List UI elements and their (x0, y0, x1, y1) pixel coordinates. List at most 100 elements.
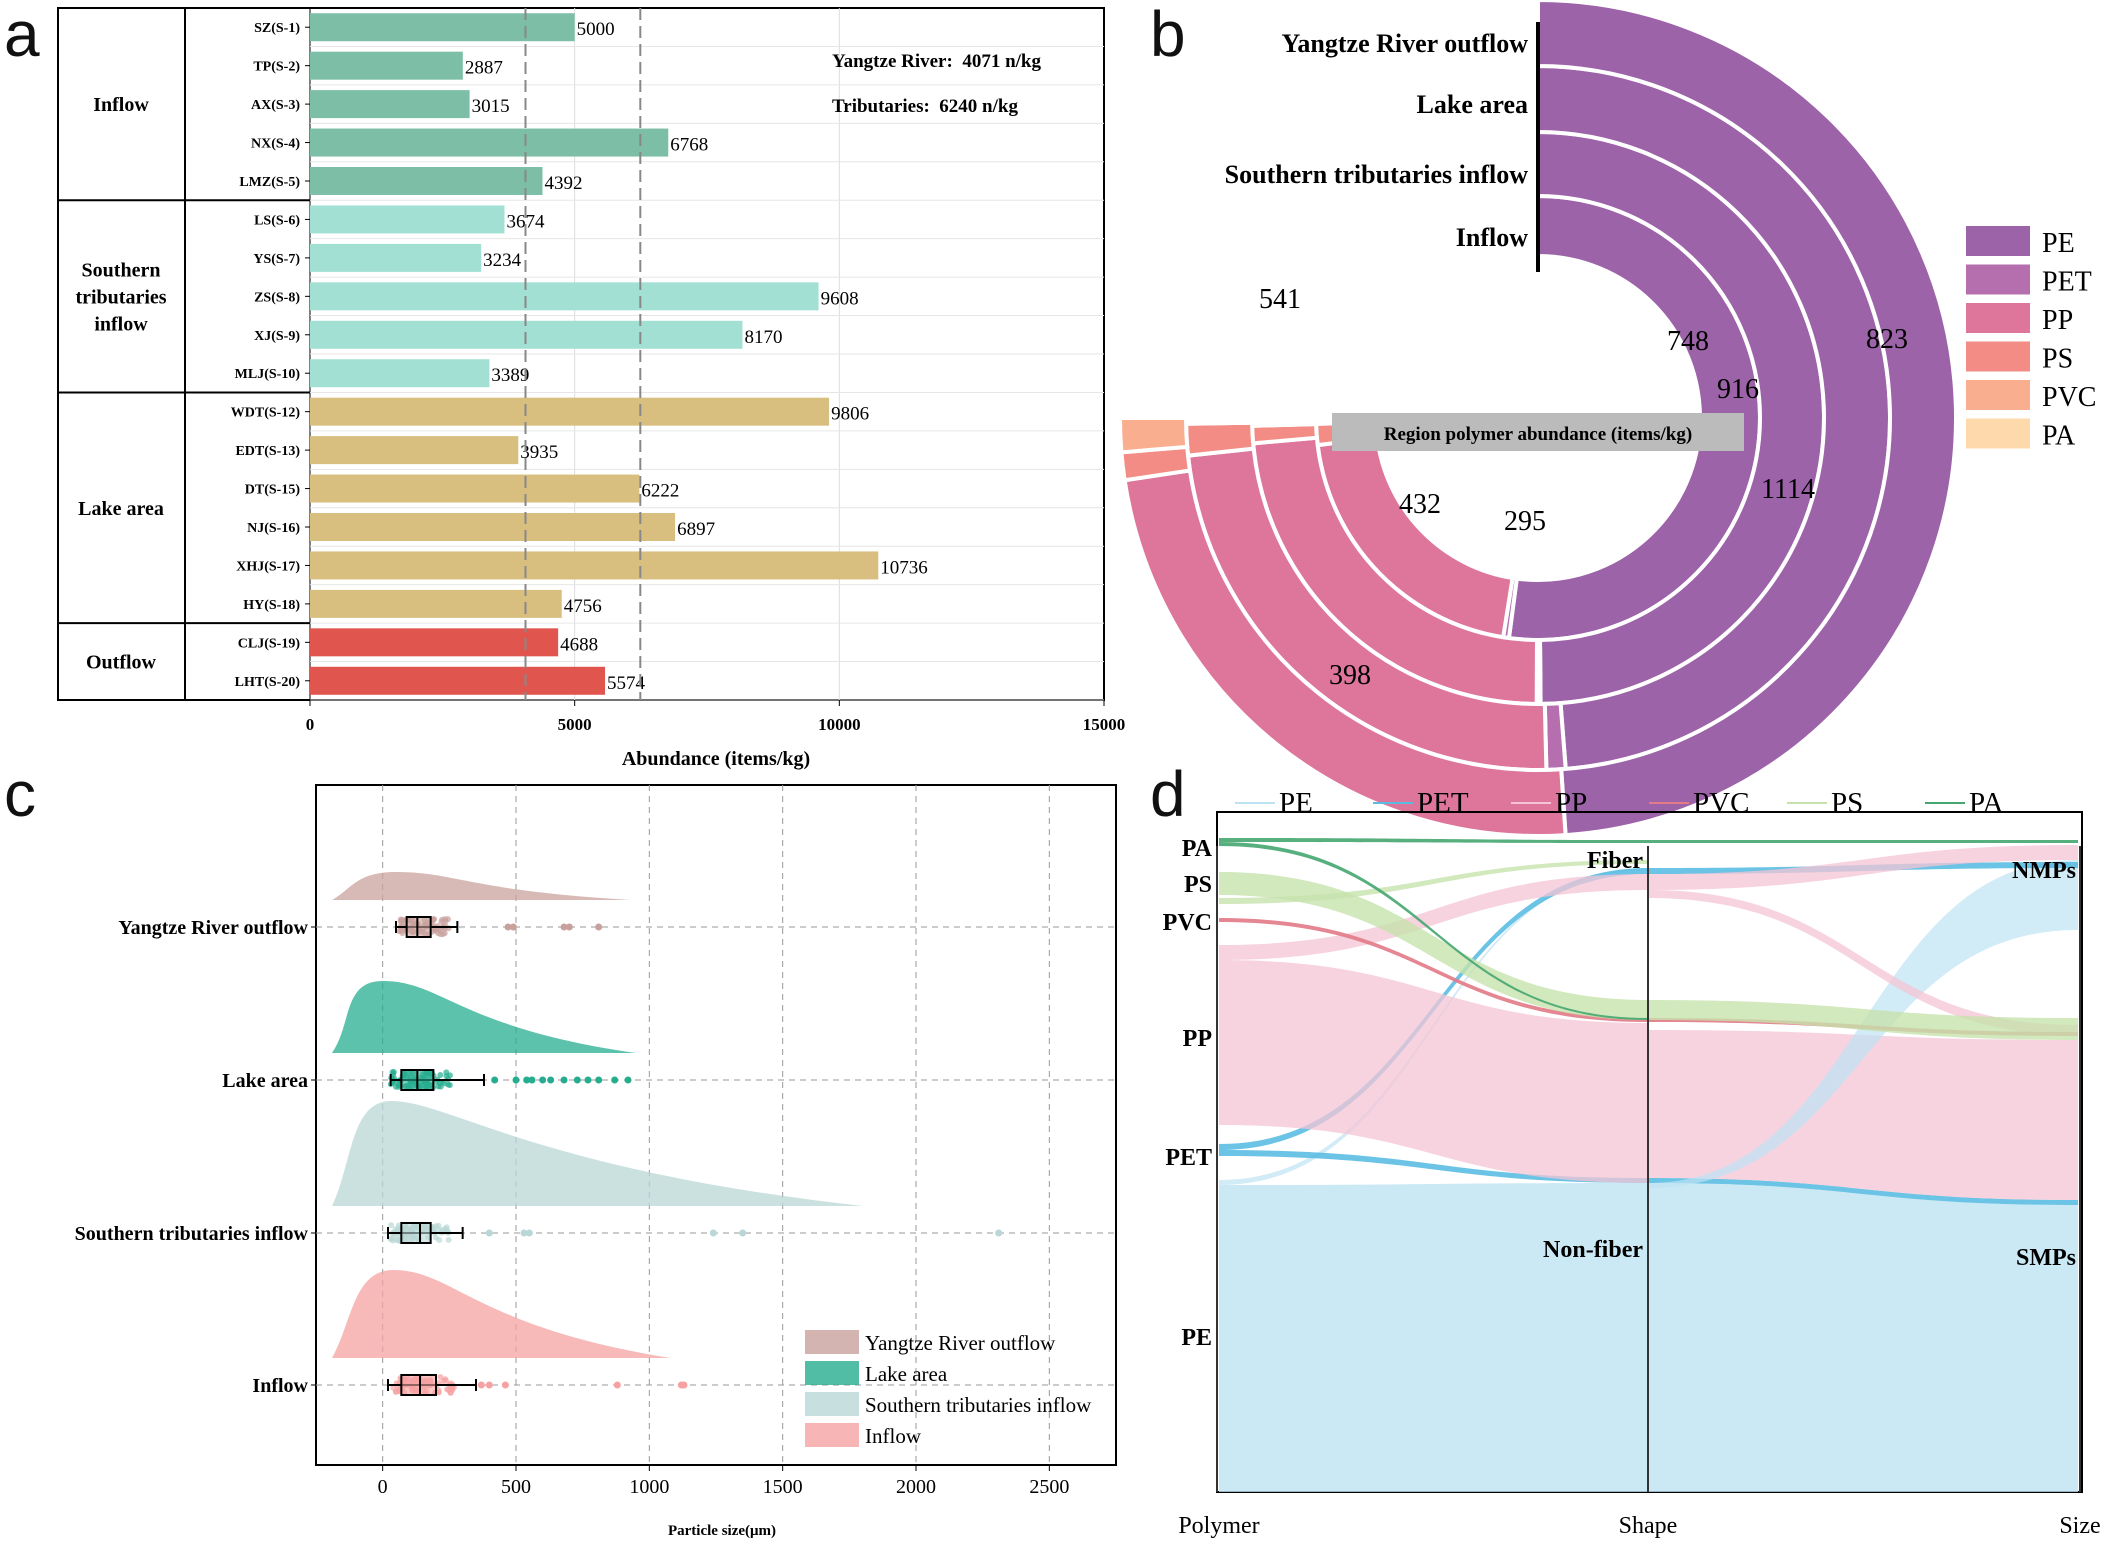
panel-d-flow (1219, 960, 1648, 1183)
panel-c-point (437, 931, 444, 938)
panel-c-legend-label: Southern tributaries inflow (865, 1393, 1092, 1417)
panel-a-site-label: DT(S-15) (245, 483, 301, 498)
panel-c-point (444, 1227, 451, 1234)
panel-c-outlier (709, 1229, 717, 1237)
panel-c-box (400, 1222, 432, 1244)
panel-d-flow (1648, 890, 2078, 1035)
panel-c-outlier (595, 923, 603, 931)
panel-a-group-label: Lake area (78, 498, 164, 520)
panel-d-axis-labels: Polymer Shape Size (1178, 1513, 2100, 1539)
panel-d-axis-label: Size (2059, 1513, 2100, 1539)
panel-c-outlier (539, 1076, 547, 1084)
panel-a-value-label: 4688 (560, 634, 598, 655)
panel-d-flow (1219, 838, 1648, 843)
panel-b-legend-label: PE (2042, 228, 2075, 259)
panel-c-legend: Yangtze River outflow Lake area Southern t… (805, 1330, 1092, 1448)
panel-a-value-label: 3015 (472, 96, 510, 117)
panel-b-segment (1117, 416, 1190, 455)
panel-a-value-label: 3674 (506, 211, 544, 232)
panel-a-value-label: 9806 (831, 404, 869, 425)
panel-d-legend: PE PET PP PVC PS PA (1235, 787, 2003, 819)
panel-d-polymer-node: PE (1181, 1325, 1212, 1351)
panel-c-row-label: Lake area (222, 1070, 308, 1092)
panel-a-bar (310, 167, 543, 195)
panel-b-legend-label: PP (2042, 305, 2073, 336)
panel-c-x-tick-label: 1000 (629, 1476, 669, 1498)
panel-a-groups: Inflow Southern tributaries inflow Lake area… (58, 94, 310, 674)
panel-c-outlier (509, 923, 517, 931)
panel-a-value-label: 5000 (577, 19, 615, 40)
panel-c-point (388, 1236, 395, 1243)
panel-b-legend-label: PS (2042, 344, 2073, 375)
panel-c-point (436, 1237, 443, 1244)
panel-a-value-label: 3935 (520, 442, 558, 463)
panel-letter-c: c (4, 758, 36, 830)
panel-d-flow (1219, 874, 1648, 960)
panel-d-legend-label: PVC (1693, 787, 1749, 819)
panel-c-density (332, 872, 631, 900)
panel-d-flow (1219, 918, 1648, 1022)
panel-c-x-tick-label: 2500 (1029, 1476, 1069, 1498)
panel-d-flow (1648, 1183, 2078, 1492)
panel-a-site-label: NX(S-4) (251, 137, 300, 152)
panel-c-raincloud: Yangtze River outflow Lake area Southern t… (75, 784, 1117, 1539)
panel-d-size-node: NMPs (2012, 858, 2076, 884)
panel-d-legend-label: PET (1417, 787, 1469, 819)
panel-a-site-label: TP(S-2) (253, 60, 300, 75)
panel-letter-d: d (1150, 758, 1186, 830)
panel-b-value-label: 916 (1717, 374, 1759, 405)
panel-a-value-label: 8170 (744, 327, 782, 348)
panel-b-value-label: 295 (1504, 506, 1546, 537)
panel-a-bar (310, 666, 606, 695)
panel-c-outlier (995, 1229, 1003, 1237)
panel-b-rings (1117, 0, 1958, 838)
panel-c-outlier (523, 1076, 531, 1084)
panel-c-point (430, 916, 437, 923)
panel-c-frame (315, 784, 1117, 1466)
panel-c-point (388, 1222, 395, 1229)
panel-a-site-label: LS(S-6) (254, 213, 300, 228)
panel-c-row-label: Yangtze River outflow (118, 917, 308, 939)
panel-c-point (392, 1083, 399, 1090)
panel-c-point (435, 1083, 442, 1090)
panel-c-series: Yangtze River outflow Lake area Southern t… (75, 872, 1003, 1397)
panel-a-site-label: YS(S-7) (253, 252, 300, 267)
panel-a-group-label: Southern tributaries inflow (75, 259, 166, 335)
panel-a-bar (310, 90, 470, 119)
panel-c-outlier (491, 1076, 499, 1084)
panel-c-outlier (477, 1381, 485, 1389)
panel-d-legend-label: PS (1831, 787, 1863, 819)
panel-c-x-tick-label: 1500 (763, 1476, 803, 1498)
panel-d-legend-label: PE (1279, 787, 1313, 819)
panel-c-outlier (680, 1381, 688, 1389)
panel-c-x-axis: 0 500 1000 1500 2000 2500 (378, 1465, 1069, 1498)
panel-c-density (332, 1270, 671, 1358)
panel-a-x-tick-label: 0 (306, 715, 315, 734)
panel-c-density (332, 981, 636, 1053)
panel-c-point (438, 918, 445, 925)
panel-d-node-labels: PA PS PVC PP PET PE Fiber Non-fiber NMPs SMPs (1163, 836, 2076, 1351)
panel-c-outlier (501, 1381, 509, 1389)
panel-b-segment (1536, 0, 1958, 838)
panel-b-legend-swatch (1966, 264, 2030, 295)
panel-a-site-label: HY(S-18) (243, 598, 300, 613)
panel-d-legend-label: PA (1969, 787, 2003, 819)
panel-c-outlier (595, 1076, 603, 1084)
panel-a-annotation: Yangtze River: 4071 n/kg (832, 51, 1041, 72)
panel-c-outlier (485, 1229, 493, 1237)
panel-d-legend-label: PP (1555, 787, 1587, 819)
panel-a-site-label: EDT(S-13) (235, 444, 300, 459)
panel-b-region-labels: Inflow Southern tributaries inflow Lake ar… (1225, 29, 1529, 252)
panel-d-shape-node: Non-fiber (1543, 1237, 1643, 1263)
panel-d-flow (1648, 1178, 2078, 1205)
panel-d-polymer-node: PP (1183, 1026, 1212, 1052)
panel-a-value-label: 10736 (880, 557, 928, 578)
panel-b-legend: PE PET PP PS PVC PA (1966, 226, 2096, 452)
panel-a-bar (310, 551, 879, 580)
panel-c-point (443, 1073, 450, 1080)
panel-c-outlier (739, 1229, 747, 1237)
panel-d-flow (1648, 840, 2078, 843)
panel-c-outlier (485, 1381, 493, 1389)
panel-a-bar (310, 205, 505, 234)
panel-c-point (401, 917, 408, 924)
